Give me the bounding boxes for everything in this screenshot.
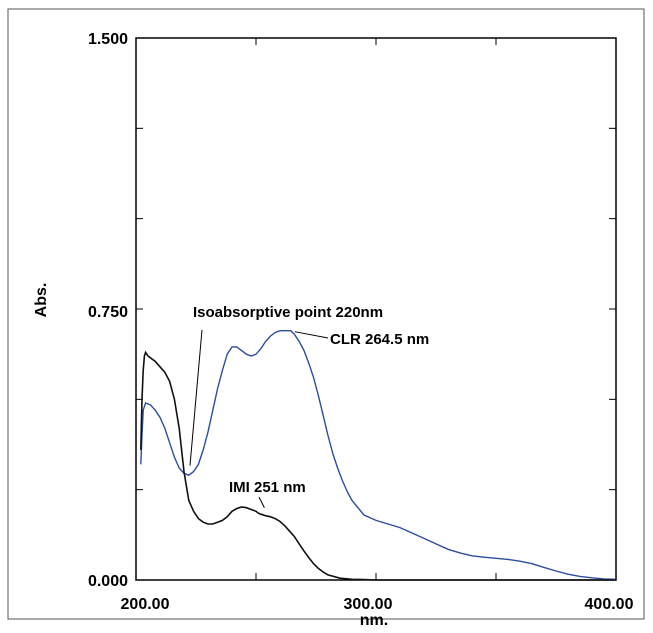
- tick-marks: [135, 37, 617, 581]
- annotation-imi-peak: IMI 251 nm: [229, 479, 306, 496]
- x-tick-label-max: 400.00: [585, 596, 634, 613]
- annotation-leader-isoabsorptive: [189, 329, 203, 466]
- x-tick-label-mid: 300.00: [344, 596, 393, 613]
- page-frame: [7, 8, 645, 620]
- x-axis-title: nm.: [360, 612, 388, 628]
- y-tick-label-mid: 0.750: [88, 304, 128, 321]
- annotation-clr-peak: CLR 264.5 nm: [330, 331, 429, 348]
- annotation-isoabsorptive: Isoabsorptive point 220nm: [193, 304, 383, 321]
- y-tick-label-min: 0.000: [88, 573, 128, 590]
- y-axis-title: Abs.: [33, 283, 50, 318]
- annotation-leader-imi: [258, 496, 265, 508]
- series-line-imi: [140, 350, 616, 581]
- annotation-leader-clr: [294, 331, 329, 339]
- x-tick-label-min: 200.00: [121, 596, 170, 613]
- series-line-clr: [140, 330, 617, 580]
- y-tick-label-max: 1.500: [88, 31, 128, 48]
